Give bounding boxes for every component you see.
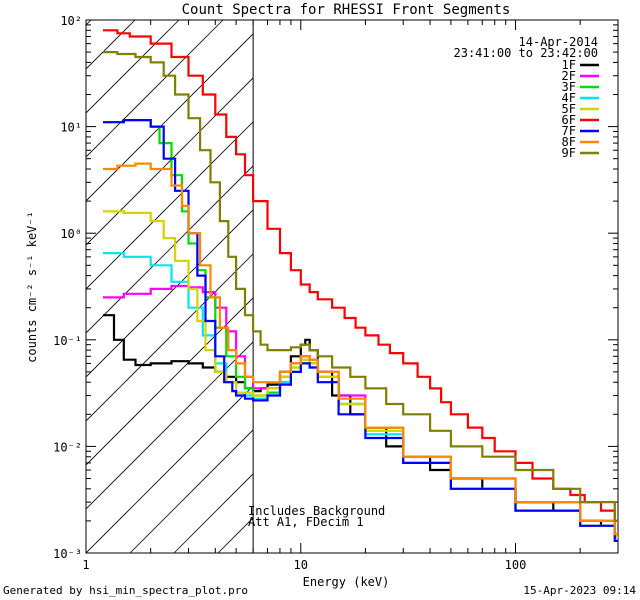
legend-label-8f: 8F [562, 135, 576, 149]
series-line-7f [103, 119, 618, 542]
date-label: 14-Apr-2014 [519, 35, 598, 49]
legend-label-1f: 1F [562, 58, 576, 72]
hatch-line [86, 20, 136, 70]
x-axis-label: Energy (keV) [303, 575, 390, 589]
series-line-9f [103, 51, 618, 522]
legend-label-5f: 5F [562, 102, 576, 116]
y-tick-label: 10⁻² [53, 440, 82, 454]
hatch-line [86, 20, 92, 26]
series-line-1f [103, 314, 618, 536]
chart-title: Count Spectra for RHESSI Front Segments [182, 2, 511, 18]
x-tick-label: 10 [294, 558, 308, 572]
plot-frame [85, 19, 619, 554]
y-tick-label: 10¹ [60, 121, 82, 135]
footer-timestamp: 15-Apr-2023 09:14 [523, 584, 636, 597]
hatch-line [86, 20, 312, 246]
y-axis-label: counts cm⁻² s⁻¹ keV⁻¹ [25, 211, 39, 363]
annotation-background: Includes Background [248, 504, 385, 518]
attenuator-hatch-region [86, 20, 618, 553]
series-line-6f [103, 29, 618, 522]
hatch-line [86, 20, 180, 114]
x-tick-label: 1 [82, 558, 89, 572]
legend-label-9f: 9F [562, 146, 576, 160]
y-axis-ticks [86, 24, 618, 554]
annotation-attenuator: Att A1, FDecim 1 [248, 515, 364, 529]
legend-label-3f: 3F [562, 80, 576, 94]
hatch-mask [253, 20, 618, 553]
legend-label-7f: 7F [562, 124, 576, 138]
y-tick-label: 10² [60, 14, 82, 28]
y-tick-label: 10⁻³ [53, 547, 82, 561]
series-line-8f [103, 162, 618, 536]
time-range-label: 23:41:00 to 23:42:00 [454, 46, 599, 60]
spectra-series [103, 29, 618, 542]
legend-label-6f: 6F [562, 113, 576, 127]
x-tick-label: 100 [505, 558, 527, 572]
y-tick-label: 10⁰ [60, 227, 82, 241]
footer-generated-by: Generated by hsi_min_spectra_plot.pro [3, 584, 248, 597]
y-tick-label: 10⁻¹ [53, 334, 82, 348]
hatch-line [86, 20, 224, 158]
x-axis-tick-labels: 1 10 100 [82, 558, 526, 572]
legend-label-2f: 2F [562, 69, 576, 83]
x-axis-ticks [85, 20, 619, 553]
y-axis-tick-labels: 10² 10¹ 10⁰ 10⁻¹ 10⁻² 10⁻³ [53, 14, 82, 561]
legend-label-4f: 4F [562, 91, 576, 105]
hatch-line [86, 20, 268, 202]
